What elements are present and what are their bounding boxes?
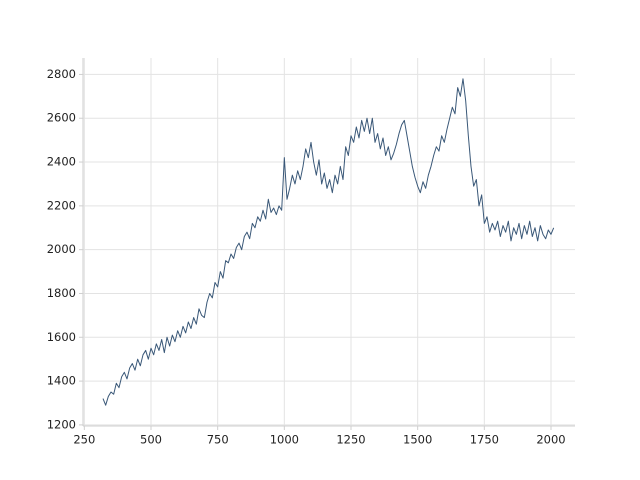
x-tick-label: 1250 bbox=[336, 433, 365, 447]
grid bbox=[83, 58, 575, 426]
y-tick-label: 1400 bbox=[47, 374, 76, 388]
y-tick-label: 1200 bbox=[47, 417, 76, 431]
y-tick-label: 2800 bbox=[47, 67, 76, 81]
x-tick-label: 250 bbox=[73, 433, 95, 447]
x-tick-label: 500 bbox=[140, 433, 162, 447]
y-tick-label: 2000 bbox=[47, 242, 76, 256]
x-tick-label: 1750 bbox=[470, 433, 499, 447]
x-tick-label: 2000 bbox=[536, 433, 565, 447]
x-tick-label: 750 bbox=[207, 433, 229, 447]
x-tick-label: 1000 bbox=[270, 433, 299, 447]
y-tick-label: 1600 bbox=[47, 330, 76, 344]
y-tick-label: 2200 bbox=[47, 198, 76, 212]
y-tick-label: 2600 bbox=[47, 111, 76, 125]
y-tick-label: 2400 bbox=[47, 155, 76, 169]
y-tick-label: 1800 bbox=[47, 286, 76, 300]
x-tick-label: 1500 bbox=[403, 433, 432, 447]
data-line bbox=[102, 78, 555, 406]
